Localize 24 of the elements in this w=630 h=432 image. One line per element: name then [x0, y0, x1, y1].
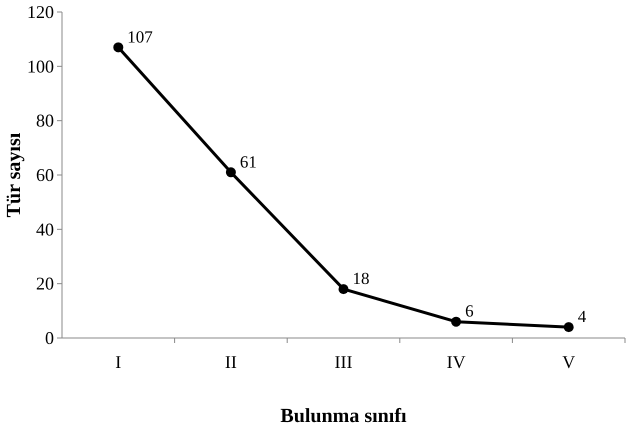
x-tick-label: III [334, 352, 352, 372]
x-tick-label: II [224, 352, 237, 372]
y-axis-title: Tür sayısı [3, 132, 25, 218]
point [226, 167, 236, 178]
x-tick-label: V [562, 352, 576, 372]
point [338, 284, 348, 294]
y-tick-label: 20 [36, 274, 54, 294]
x-axis-title: Bulunma sınıfı [280, 405, 408, 427]
y-tick-label: 100 [27, 56, 54, 76]
y-tick-label: 0 [45, 328, 54, 348]
data-label: 6 [465, 302, 474, 321]
x-tick-label: IV [446, 352, 466, 372]
data-label: 18 [352, 269, 370, 288]
y-tick-label: 40 [36, 219, 54, 240]
x-tick-label: I [115, 352, 122, 372]
y-tick-label: 80 [36, 110, 54, 131]
point [113, 42, 124, 52]
data-label: 61 [240, 152, 257, 172]
point [451, 316, 462, 327]
y-tick-label: 120 [27, 2, 54, 22]
data-label: 107 [127, 27, 154, 46]
point [564, 322, 574, 332]
data-label: 4 [578, 307, 587, 326]
y-tick-label: 60 [36, 165, 54, 185]
